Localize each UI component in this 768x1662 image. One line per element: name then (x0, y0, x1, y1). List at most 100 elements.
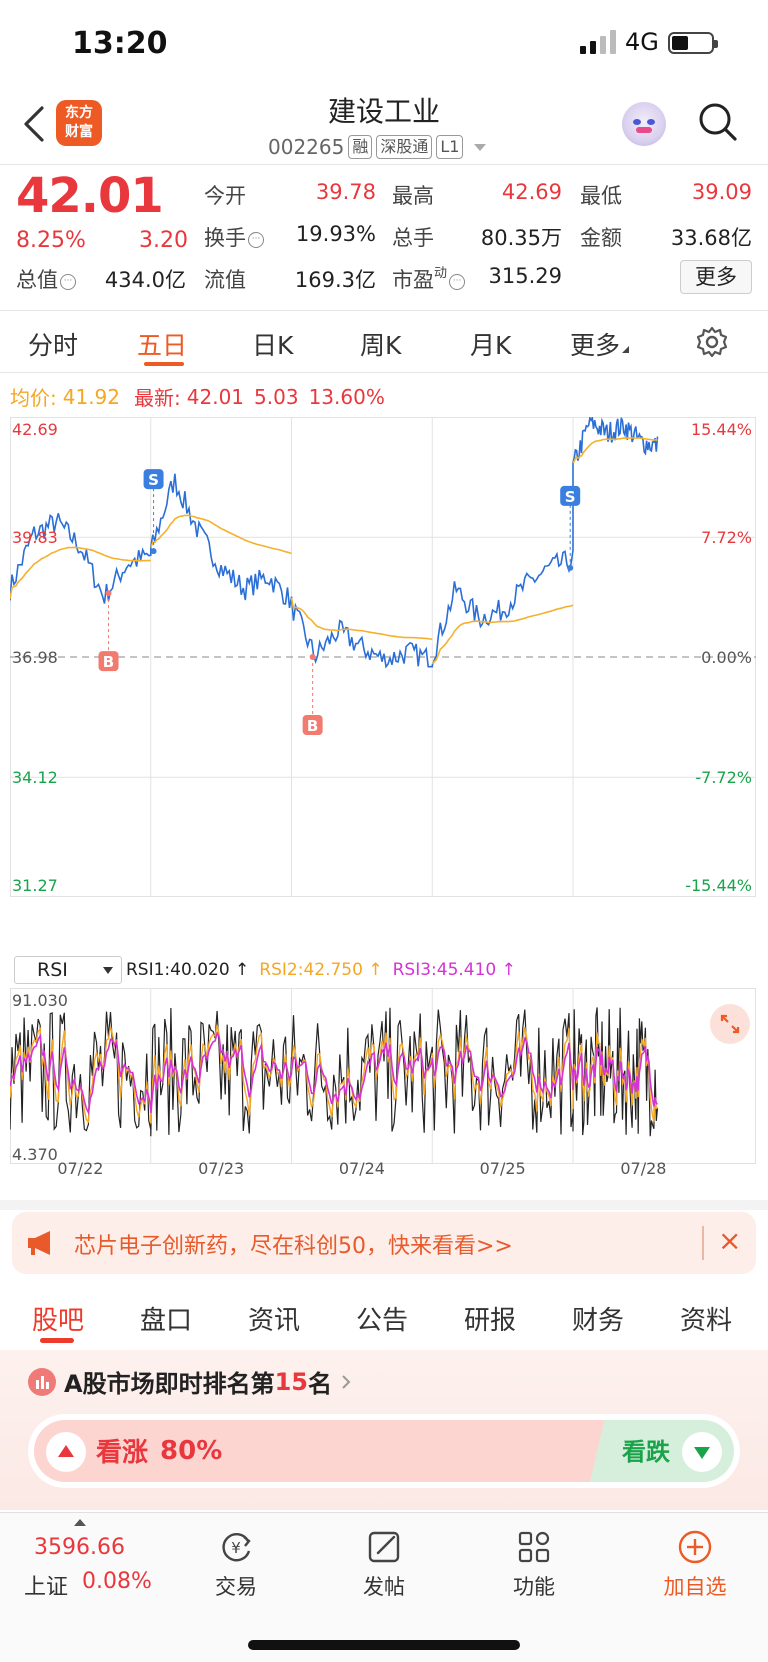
sell-mark-label: S (148, 471, 159, 489)
amount-label: 金额 (580, 226, 622, 250)
tab-profile[interactable]: 资料 (680, 1306, 733, 1336)
bar-chart-glyph-icon (36, 1376, 49, 1389)
vote-up-button[interactable] (46, 1432, 86, 1472)
rsi2-legend: RSI2:42.750 ↑ (259, 960, 383, 980)
more-info-icon[interactable]: ··· (60, 274, 76, 290)
tab-forum[interactable]: 股吧 (32, 1306, 85, 1336)
active-content-tab-underline (40, 1338, 74, 1343)
tab-five-day[interactable]: 五日 (137, 331, 188, 360)
index-ticker[interactable]: 3596.66 上证 0.08% (0, 1513, 160, 1623)
low-label: 最低 (580, 184, 622, 208)
promo-banner[interactable]: 芯片电子创新药，尽在科创50，快来看看>> × (12, 1212, 756, 1274)
high-label: 最高 (392, 184, 434, 208)
battery-icon (668, 32, 718, 54)
vote-up-label: 看涨 80% (96, 1432, 222, 1469)
ai-assistant-icon[interactable] (622, 102, 666, 146)
stock-subtitle[interactable]: 002265 融 深股通 L1 (268, 132, 491, 162)
market-cap-label-text: 总值 (16, 268, 58, 292)
nav-trade[interactable]: ¥ 交易 (186, 1527, 286, 1601)
more-info-icon[interactable]: ··· (449, 274, 466, 290)
market-cap-label[interactable]: 总值 ··· (16, 264, 76, 294)
close-icon[interactable]: × (718, 1224, 742, 1257)
turnover-label[interactable]: 换手 ··· (204, 222, 264, 252)
pe-superscript: 动 (434, 266, 448, 281)
vote-up-text: 看涨 (96, 1438, 149, 1468)
more-quote-button[interactable]: 更多 (680, 260, 752, 294)
tab-research[interactable]: 研报 (464, 1306, 517, 1336)
y-label-left: 39.83 (12, 528, 58, 547)
quote-divider (0, 310, 768, 311)
tab-financials[interactable]: 财务 (572, 1306, 625, 1336)
y-label-right: 7.72% (701, 528, 752, 547)
nav-apps[interactable]: 功能 (484, 1527, 584, 1601)
indicator-select-value: RSI (37, 959, 68, 981)
vote-up-area[interactable] (34, 1420, 614, 1482)
pe-label[interactable]: 市盈动 ··· (392, 264, 466, 294)
megaphone-icon (28, 1231, 50, 1255)
avg-price-line (572, 437, 658, 464)
vote-down-button[interactable] (682, 1432, 722, 1472)
tab-order-book[interactable]: 盘口 (140, 1306, 193, 1336)
logo-line-2: 财富 (65, 124, 93, 140)
latest-label: 最新: (134, 386, 181, 410)
latest-pct: 13.60% (308, 384, 385, 409)
home-indicator (248, 1640, 520, 1650)
sell-mark (560, 485, 581, 506)
avg-price-value: 41.92 (62, 384, 121, 409)
indicator-select[interactable]: RSI (14, 956, 122, 984)
add-watchlist-icon (678, 1530, 712, 1564)
change-amount: 3.20 (139, 228, 188, 253)
settings-gear-icon[interactable] (696, 326, 728, 358)
search-icon[interactable] (698, 102, 738, 142)
low-value: 39.09 (691, 180, 752, 204)
market-cap-value: 434.0亿 (104, 268, 186, 292)
buy-mark-label: B (307, 717, 318, 735)
bar-chart-icon (28, 1368, 56, 1396)
y-label-right: 0.00% (701, 648, 752, 667)
tab-announcements[interactable]: 公告 (356, 1306, 409, 1336)
trade-mark-dot (309, 654, 316, 660)
more-info-icon[interactable]: ··· (248, 232, 264, 248)
ranking-prefix: A股市场即时排名第 (64, 1370, 275, 1398)
nav-trade-label: 交易 (215, 1575, 257, 1599)
latest-value: 42.01 (186, 384, 245, 409)
tab-monthly-k[interactable]: 月K (470, 331, 512, 360)
volume-label: 总手 (392, 226, 434, 250)
chart-tabs: 分时 五日 日K 周K 月K 更多 (0, 312, 768, 372)
tab-weekly-k[interactable]: 周K (360, 331, 402, 360)
index-value: 3596.66 (34, 1535, 125, 1560)
avg-price-line (10, 546, 151, 599)
index-pct: 0.08% (82, 1569, 152, 1594)
caret-up-icon (74, 1519, 86, 1526)
nav-post[interactable]: 发帖 (334, 1527, 434, 1601)
last-price: 42.01 (16, 168, 164, 224)
rsi-frame (10, 988, 756, 1164)
robot-eye-left-icon (633, 119, 641, 125)
sell-mark (143, 469, 164, 490)
tab-more[interactable]: 更多 (570, 326, 630, 362)
trade-marks: S B B S (98, 469, 581, 735)
chart-info-line: 均价: 41.92 最新: 42.01 5.03 13.60% (10, 382, 385, 411)
nav-add-watchlist[interactable]: 加自选 (640, 1527, 750, 1601)
ranking-link[interactable]: A股市场即时排名第 15 名 (64, 1364, 354, 1399)
turnover-label-text: 换手 (204, 226, 246, 250)
nav-apps-label: 功能 (513, 1575, 555, 1599)
x-date-label: 07/24 (339, 1159, 385, 1176)
sell-mark-label: S (565, 488, 576, 506)
tab-daily-k[interactable]: 日K (252, 331, 294, 360)
rsi-y-max-label: 91.030 (12, 991, 68, 1010)
rsi3-line (10, 1031, 659, 1116)
open-value: 39.78 (315, 180, 376, 204)
tab-intraday[interactable]: 分时 (28, 331, 79, 360)
five-day-chart[interactable]: S B B S 42.69 39.83 36.98 34.12 31.27 15.44% 7.72… (10, 417, 756, 953)
network-type: 4G (625, 28, 659, 56)
back-icon[interactable] (22, 104, 46, 144)
y-label-left: 36.98 (12, 648, 58, 667)
axis-labels: 42.69 39.83 36.98 34.12 31.27 15.44% 7.72% 0.00… (12, 420, 752, 895)
expand-chart-button[interactable] (710, 1004, 750, 1044)
margin-tag: 融 (348, 135, 373, 159)
tab-news[interactable]: 资讯 (248, 1306, 301, 1336)
y-label-left: 34.12 (12, 768, 58, 787)
